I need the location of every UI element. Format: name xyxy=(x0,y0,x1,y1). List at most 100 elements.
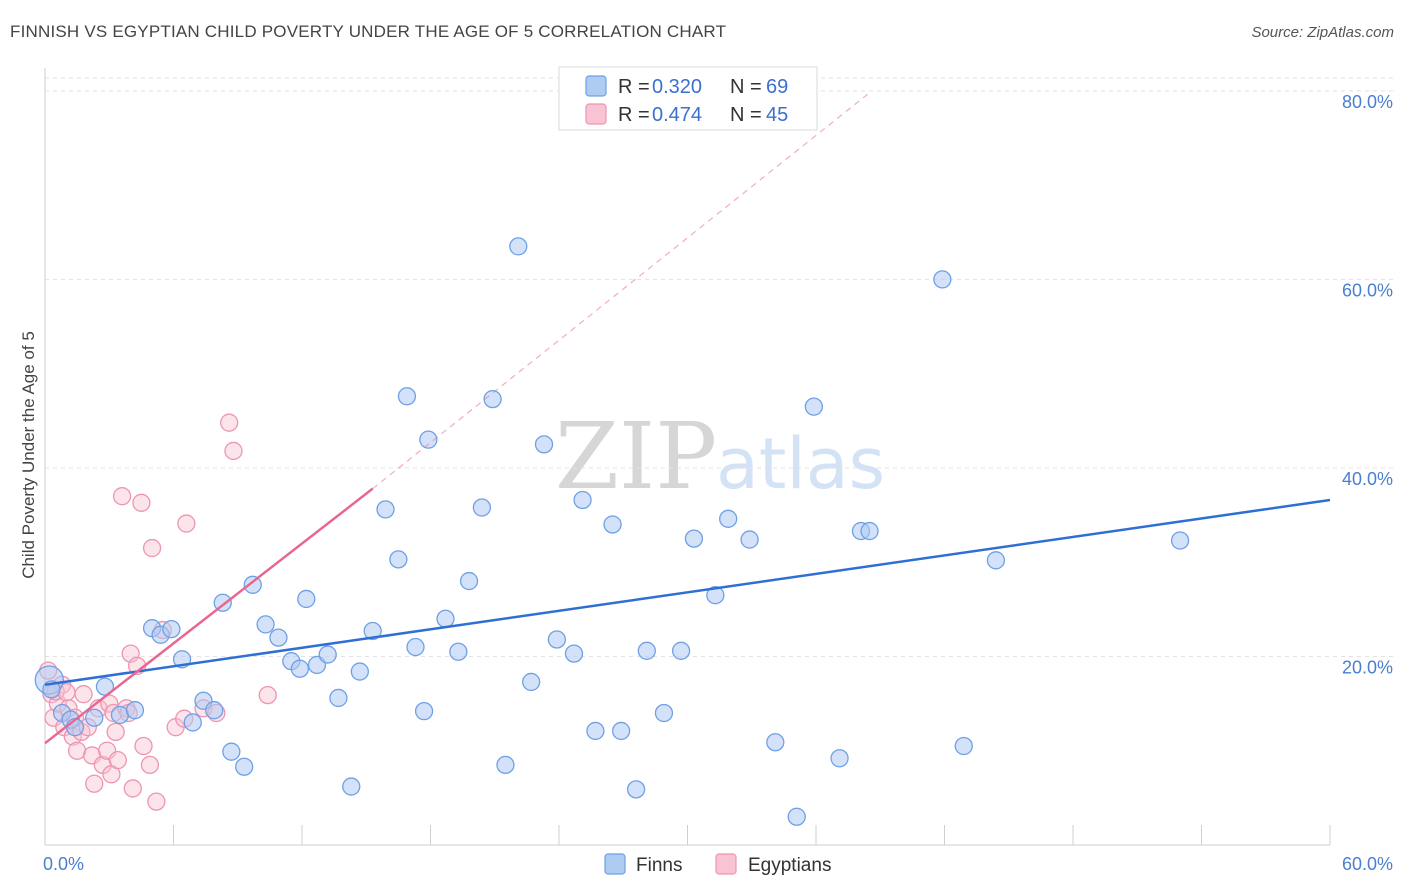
bottom-legend-swatch-finns xyxy=(604,853,626,875)
finns-point xyxy=(329,688,348,708)
finns-trend-line xyxy=(44,498,1331,686)
finns-point xyxy=(290,659,310,678)
finns-point xyxy=(205,701,224,720)
watermark: ZIP atlas xyxy=(555,403,885,510)
legend-r-value-finns: 0.320 xyxy=(652,76,702,98)
finns-point xyxy=(830,749,849,768)
egyptians-point xyxy=(108,751,127,770)
legend-swatch-egyptians xyxy=(585,103,607,125)
finns-point xyxy=(626,780,646,799)
legend-r-label-finns: R = xyxy=(618,76,650,98)
finns-point xyxy=(269,628,288,647)
finns-point xyxy=(496,755,515,775)
bottom-legend: Finns Egyptians xyxy=(604,853,831,876)
legend: R = 0.320 N = 69 R = 0.474 N = 45 xyxy=(558,66,818,131)
finns-point xyxy=(376,500,395,519)
finns-point xyxy=(860,521,879,541)
finns-point xyxy=(766,733,785,752)
finns-point xyxy=(1170,531,1190,550)
y-tick-labels: 20.0% 40.0% 60.0% 80.0% xyxy=(1342,92,1393,678)
finns-point xyxy=(637,641,656,660)
finns-point xyxy=(787,807,806,826)
finns-point xyxy=(397,387,417,406)
finns-point xyxy=(986,551,1006,570)
finns-point xyxy=(350,662,369,681)
finns-point xyxy=(342,777,361,796)
egyptians-point xyxy=(112,487,132,506)
finns-point xyxy=(125,701,145,720)
finns-point xyxy=(162,619,181,639)
grid xyxy=(45,77,1393,657)
finns-point xyxy=(222,742,241,761)
finns-point xyxy=(256,615,275,634)
y-tick-label: 80.0% xyxy=(1342,92,1393,112)
finns-point xyxy=(706,586,725,605)
finns-point xyxy=(671,641,691,660)
finns-point xyxy=(297,589,316,609)
egyptians-point xyxy=(85,774,104,793)
y-tick-label: 60.0% xyxy=(1342,280,1393,300)
finns-point xyxy=(954,736,973,756)
finns-point xyxy=(547,630,567,649)
finns-point xyxy=(564,644,584,663)
egyptians-point xyxy=(147,792,166,811)
legend-r-value-egyptians: 0.474 xyxy=(652,104,702,126)
finns-point xyxy=(654,703,674,723)
finns-points xyxy=(34,237,1190,826)
bottom-legend-label-egyptians: Egyptians xyxy=(748,855,831,876)
finns-point xyxy=(472,498,492,517)
egyptians-point xyxy=(74,685,93,704)
finns-point xyxy=(243,575,262,594)
watermark-atlas: atlas xyxy=(716,423,885,505)
finns-point xyxy=(603,515,622,534)
legend-n-value-egyptians: 45 xyxy=(766,104,788,126)
egyptians-points xyxy=(39,413,277,811)
finns-point xyxy=(522,672,541,692)
finns-point xyxy=(611,721,631,741)
y-axis-label: Child Poverty Under the Age of 5 xyxy=(19,331,38,579)
legend-r-label-egyptians: R = xyxy=(618,104,650,126)
finns-point xyxy=(183,713,202,732)
egyptians-point xyxy=(134,736,153,756)
egyptians-point xyxy=(140,755,160,775)
egyptians-point xyxy=(224,441,243,461)
egyptians-point xyxy=(132,493,151,512)
finns-point xyxy=(363,621,382,641)
finns-point xyxy=(449,642,468,661)
egyptians-point xyxy=(100,694,119,713)
finns-point xyxy=(406,637,425,657)
finns-point xyxy=(483,389,502,409)
egyptians-point xyxy=(106,722,125,742)
x-tick-left: 0.0% xyxy=(43,854,84,874)
egyptians-point xyxy=(142,538,162,558)
finns-point xyxy=(235,757,254,776)
source-label: Source: ZipAtlas.com xyxy=(1251,24,1394,41)
finns-point xyxy=(684,529,704,548)
bottom-legend-label-finns: Finns xyxy=(636,855,682,876)
legend-n-label-finns: N = xyxy=(730,76,762,98)
finns-point xyxy=(85,708,104,727)
egyptians-point xyxy=(220,413,239,432)
egyptians-point xyxy=(177,514,196,533)
chart-title: FINNISH VS EGYPTIAN CHILD POVERTY UNDER … xyxy=(10,22,727,41)
x-tick-right: 60.0% xyxy=(1342,854,1393,874)
finns-point xyxy=(459,571,479,591)
finns-point xyxy=(933,270,952,289)
egyptians-point xyxy=(123,779,142,798)
egyptians-trend-line xyxy=(44,487,374,745)
finns-point xyxy=(436,609,455,628)
finns-point xyxy=(419,430,438,449)
legend-n-value-finns: 69 xyxy=(766,76,788,98)
trend-lines xyxy=(44,92,1331,745)
bottom-legend-swatch-egyptians xyxy=(715,853,737,875)
finns-point xyxy=(414,701,434,721)
egyptians-trend-extension xyxy=(372,92,870,490)
finns-point xyxy=(586,721,605,741)
finns-point xyxy=(573,490,592,510)
y-tick-label: 20.0% xyxy=(1342,657,1393,677)
legend-n-label-egyptians: N = xyxy=(730,104,762,126)
y-tick-label: 40.0% xyxy=(1342,469,1393,489)
finns-point xyxy=(389,550,408,569)
finns-point xyxy=(509,237,528,256)
